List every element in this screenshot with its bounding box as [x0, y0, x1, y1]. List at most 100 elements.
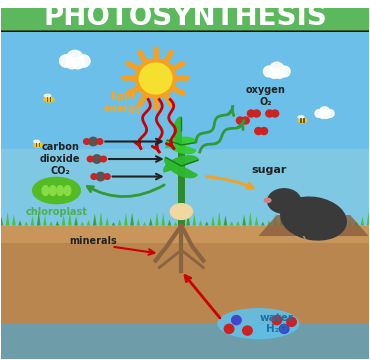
Polygon shape [165, 157, 197, 177]
Polygon shape [93, 213, 97, 226]
Circle shape [66, 58, 78, 69]
Polygon shape [295, 236, 301, 243]
Circle shape [60, 55, 73, 67]
Polygon shape [56, 221, 59, 226]
Polygon shape [36, 143, 37, 147]
Polygon shape [181, 143, 197, 145]
Circle shape [287, 317, 296, 327]
Ellipse shape [44, 97, 54, 102]
Circle shape [315, 110, 323, 117]
Circle shape [323, 111, 330, 118]
Ellipse shape [34, 143, 43, 147]
FancyBboxPatch shape [0, 3, 370, 31]
Polygon shape [164, 156, 199, 172]
Circle shape [84, 139, 90, 144]
Polygon shape [300, 118, 302, 123]
Circle shape [274, 68, 285, 78]
Ellipse shape [34, 140, 40, 143]
Polygon shape [161, 213, 165, 226]
Polygon shape [180, 217, 184, 226]
Polygon shape [354, 222, 358, 226]
Polygon shape [149, 218, 152, 226]
Text: water
H₂O: water H₂O [260, 313, 294, 334]
Circle shape [271, 110, 279, 117]
Polygon shape [261, 222, 265, 226]
Ellipse shape [268, 189, 301, 213]
Polygon shape [205, 221, 209, 226]
Ellipse shape [57, 186, 63, 195]
Polygon shape [80, 222, 84, 226]
Circle shape [260, 127, 268, 135]
Polygon shape [367, 212, 370, 226]
Circle shape [72, 58, 84, 69]
Circle shape [279, 66, 290, 77]
Polygon shape [47, 97, 48, 102]
Text: sugar: sugar [252, 165, 287, 175]
Polygon shape [166, 140, 181, 145]
Polygon shape [1, 226, 369, 243]
Ellipse shape [298, 116, 304, 118]
Ellipse shape [218, 309, 299, 338]
Polygon shape [112, 222, 115, 226]
Polygon shape [298, 219, 302, 226]
Polygon shape [329, 218, 333, 226]
Polygon shape [1, 8, 369, 149]
Polygon shape [303, 118, 305, 123]
Circle shape [104, 174, 110, 179]
Polygon shape [273, 213, 277, 226]
Circle shape [87, 156, 93, 162]
Circle shape [253, 110, 260, 117]
Text: oxygen
O₂: oxygen O₂ [246, 85, 286, 107]
Polygon shape [223, 215, 227, 226]
Ellipse shape [33, 177, 80, 204]
Circle shape [319, 111, 326, 118]
Polygon shape [211, 216, 215, 226]
Polygon shape [0, 217, 3, 226]
Polygon shape [186, 212, 190, 226]
Polygon shape [18, 220, 22, 226]
Polygon shape [50, 97, 51, 102]
Circle shape [96, 172, 105, 181]
Polygon shape [323, 222, 327, 226]
Polygon shape [166, 137, 197, 148]
Polygon shape [336, 212, 339, 226]
Circle shape [269, 68, 279, 78]
Ellipse shape [170, 204, 192, 220]
Polygon shape [249, 212, 252, 226]
Polygon shape [311, 212, 314, 226]
Text: chloroplast: chloroplast [26, 207, 87, 217]
Ellipse shape [50, 186, 56, 195]
Polygon shape [168, 220, 171, 226]
Polygon shape [360, 217, 364, 226]
Circle shape [91, 174, 97, 179]
Polygon shape [130, 212, 134, 226]
Circle shape [272, 316, 282, 325]
Polygon shape [1, 226, 369, 359]
Polygon shape [43, 215, 47, 226]
Polygon shape [143, 222, 147, 226]
Polygon shape [236, 221, 240, 226]
Polygon shape [305, 213, 308, 226]
Polygon shape [342, 213, 346, 226]
Polygon shape [230, 221, 233, 226]
Text: carbon
dioxide
CO₂: carbon dioxide CO₂ [40, 143, 80, 176]
Polygon shape [12, 214, 16, 226]
Polygon shape [192, 214, 196, 226]
Polygon shape [37, 212, 41, 226]
Circle shape [319, 107, 330, 117]
Circle shape [270, 62, 284, 76]
Polygon shape [174, 222, 178, 226]
Circle shape [236, 117, 244, 124]
Circle shape [224, 324, 234, 333]
Polygon shape [6, 212, 10, 226]
Polygon shape [255, 216, 258, 226]
Polygon shape [258, 215, 369, 236]
Polygon shape [303, 236, 308, 243]
Polygon shape [174, 117, 181, 145]
Polygon shape [118, 219, 121, 226]
Polygon shape [39, 143, 40, 147]
Circle shape [232, 316, 241, 325]
Circle shape [248, 110, 255, 117]
Polygon shape [317, 219, 321, 226]
Circle shape [255, 127, 262, 135]
